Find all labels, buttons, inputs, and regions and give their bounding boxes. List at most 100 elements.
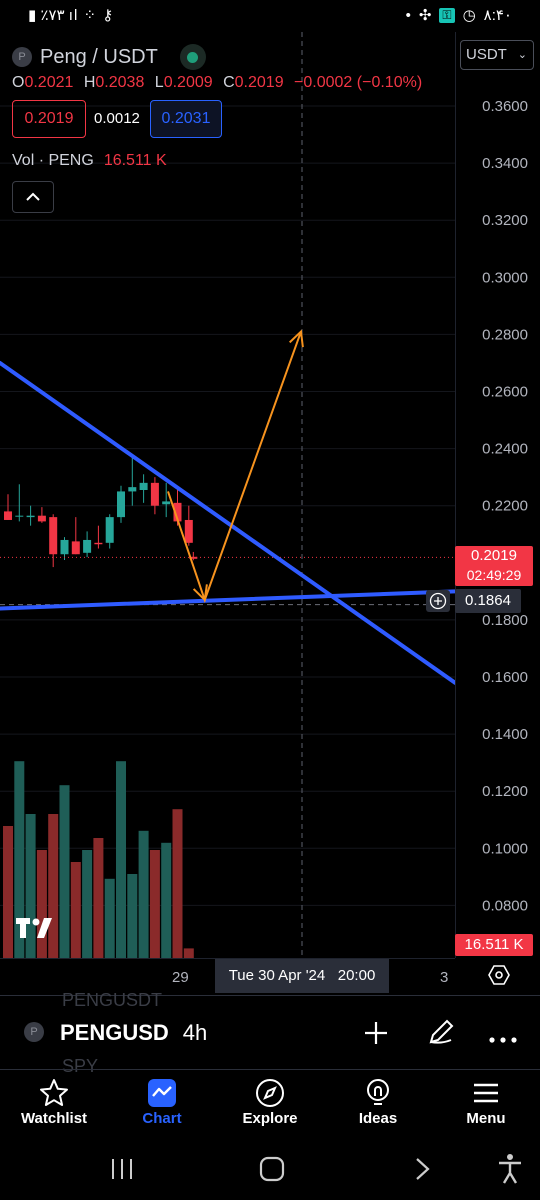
chart-settings-button[interactable] — [488, 964, 510, 986]
plus-icon — [365, 1022, 387, 1044]
last-price-badge: 0.2019 02:49:29 — [455, 546, 533, 586]
volume-bar — [25, 814, 36, 958]
key-icon: ⚷ — [102, 7, 115, 24]
lightbulb-icon — [362, 1076, 394, 1110]
volume-badge: 16.511 K — [455, 934, 533, 956]
last-price: 0.2019 — [471, 547, 517, 564]
add-alert-button[interactable] — [426, 590, 450, 612]
accessibility-button[interactable] — [497, 1153, 523, 1190]
candle-body — [189, 556, 198, 559]
collapse-legend-button[interactable] — [12, 181, 54, 213]
currency-value: USDT — [466, 46, 507, 63]
volume-value: 16.511 K — [103, 152, 167, 169]
price-tick: 0.1000 — [482, 840, 528, 857]
candle-body — [173, 502, 182, 522]
interval-value[interactable]: 4h — [182, 1020, 208, 1045]
nav-explore[interactable]: Explore — [216, 1070, 324, 1140]
price-axis-ticks: 0.3600 0.3400 0.3200 0.3000 0.2800 0.2600 0.24… — [482, 98, 528, 914]
ghost-symbol-above: PENGUSDT — [62, 990, 163, 1010]
open-label: O — [12, 74, 25, 91]
clock: ۸:۴۰ — [483, 7, 512, 24]
volume-bar — [104, 878, 115, 958]
more-button[interactable] — [489, 1030, 517, 1048]
candle-body — [60, 539, 69, 555]
volume-bar — [3, 826, 13, 958]
sell-button[interactable]: 0.2019 — [12, 100, 86, 138]
chart-pane[interactable] — [0, 32, 455, 958]
signal-icon: ıl — [68, 7, 79, 24]
volume-bar — [93, 838, 104, 958]
price-tick: 0.0800 — [482, 897, 528, 914]
chevron-right-icon — [416, 1158, 430, 1180]
candle-body — [4, 511, 12, 520]
volume-bar — [59, 785, 70, 958]
volume-bar — [14, 761, 25, 958]
vpn-key-icon: ⚿ — [439, 7, 455, 23]
symbol-name[interactable]: Peng / USDT — [40, 45, 158, 68]
volume-bar — [183, 948, 194, 958]
price-tick: 0.3600 — [482, 98, 528, 115]
home-button[interactable] — [259, 1156, 285, 1187]
candle-body — [150, 482, 159, 506]
volume-bar — [161, 842, 172, 958]
close-label: C — [223, 74, 235, 91]
buy-button[interactable]: 0.2031 — [150, 100, 222, 138]
price-tick: 0.3200 — [482, 212, 528, 229]
volume-label: Vol · PENG — [12, 152, 94, 169]
recents-button[interactable] — [110, 1157, 134, 1186]
price-tick: 0.1800 — [482, 612, 528, 629]
candle-body — [37, 515, 46, 522]
volume-bar — [127, 874, 138, 958]
chart-canvas[interactable] — [0, 32, 455, 958]
volume-bar — [36, 850, 47, 958]
drawing-tools-button[interactable] — [427, 1018, 455, 1051]
price-tick: 0.3000 — [482, 269, 528, 286]
symbol-title[interactable]: P Peng / USDT — [12, 44, 206, 70]
price-tick: 0.2600 — [482, 384, 528, 401]
hexagon-settings-icon — [488, 965, 510, 985]
low-value: 0.2009 — [163, 74, 213, 91]
trendline-descending — [0, 360, 455, 685]
candle-body — [117, 491, 125, 518]
high-label: H — [83, 74, 96, 91]
system-nav-bar — [0, 1139, 540, 1200]
compass-icon — [254, 1076, 286, 1110]
currency-select[interactable]: USDT ⌄ — [460, 40, 534, 70]
battery-icon: ▮ — [28, 7, 37, 24]
nav-ideas-label: Ideas — [358, 1110, 398, 1127]
candle-body — [128, 487, 137, 492]
battery-text: ٪۷۳ — [40, 7, 65, 24]
volume-bar — [172, 809, 183, 958]
price-axis[interactable]: 0.3600 0.3400 0.3200 0.3000 0.2800 0.2600 0.24… — [455, 32, 540, 958]
volume-legend: Vol · PENG 16.511 K — [12, 152, 167, 170]
volume-bar — [149, 850, 160, 958]
candle-body — [71, 541, 80, 555]
nav-watchlist[interactable]: Watchlist — [0, 1070, 108, 1140]
grid-icon: ⁘ — [83, 7, 98, 24]
candle-body — [15, 515, 24, 517]
time-label-29: 29 — [172, 969, 189, 986]
network-icon: ✣ — [418, 7, 432, 24]
ghost-symbol-below: SPY — [62, 1056, 99, 1076]
volume-bar — [70, 862, 81, 958]
countdown: 02:49:29 — [466, 567, 522, 583]
candle-body — [26, 515, 35, 518]
status-right: • ✣ ⚿ ◷ ۸:۴۰ — [405, 6, 512, 25]
price-tick: 0.2800 — [482, 326, 528, 343]
alarm-icon: ◷ — [462, 7, 476, 24]
nav-menu[interactable]: Menu — [432, 1070, 540, 1140]
nav-chart[interactable]: Chart — [108, 1070, 216, 1140]
high-value: 0.2038 — [95, 74, 145, 91]
price-tick: 0.2200 — [482, 498, 528, 515]
dot-icon: • — [405, 6, 411, 24]
back-button[interactable] — [414, 1156, 432, 1187]
nav-explore-label: Explore — [242, 1110, 298, 1127]
trendline-support — [0, 589, 455, 611]
symbol-switcher[interactable]: PENGUSD 4h — [60, 1020, 207, 1046]
add-button[interactable] — [363, 1020, 389, 1051]
nav-ideas[interactable]: Ideas — [324, 1070, 432, 1140]
crosshair-price-badge: 0.1864 — [455, 589, 521, 613]
time-axis[interactable]: 29 Tue 30 Apr '24 20:00 3 — [0, 958, 455, 995]
symbol-logo: P — [12, 47, 32, 67]
hamburger-icon — [472, 1076, 500, 1110]
